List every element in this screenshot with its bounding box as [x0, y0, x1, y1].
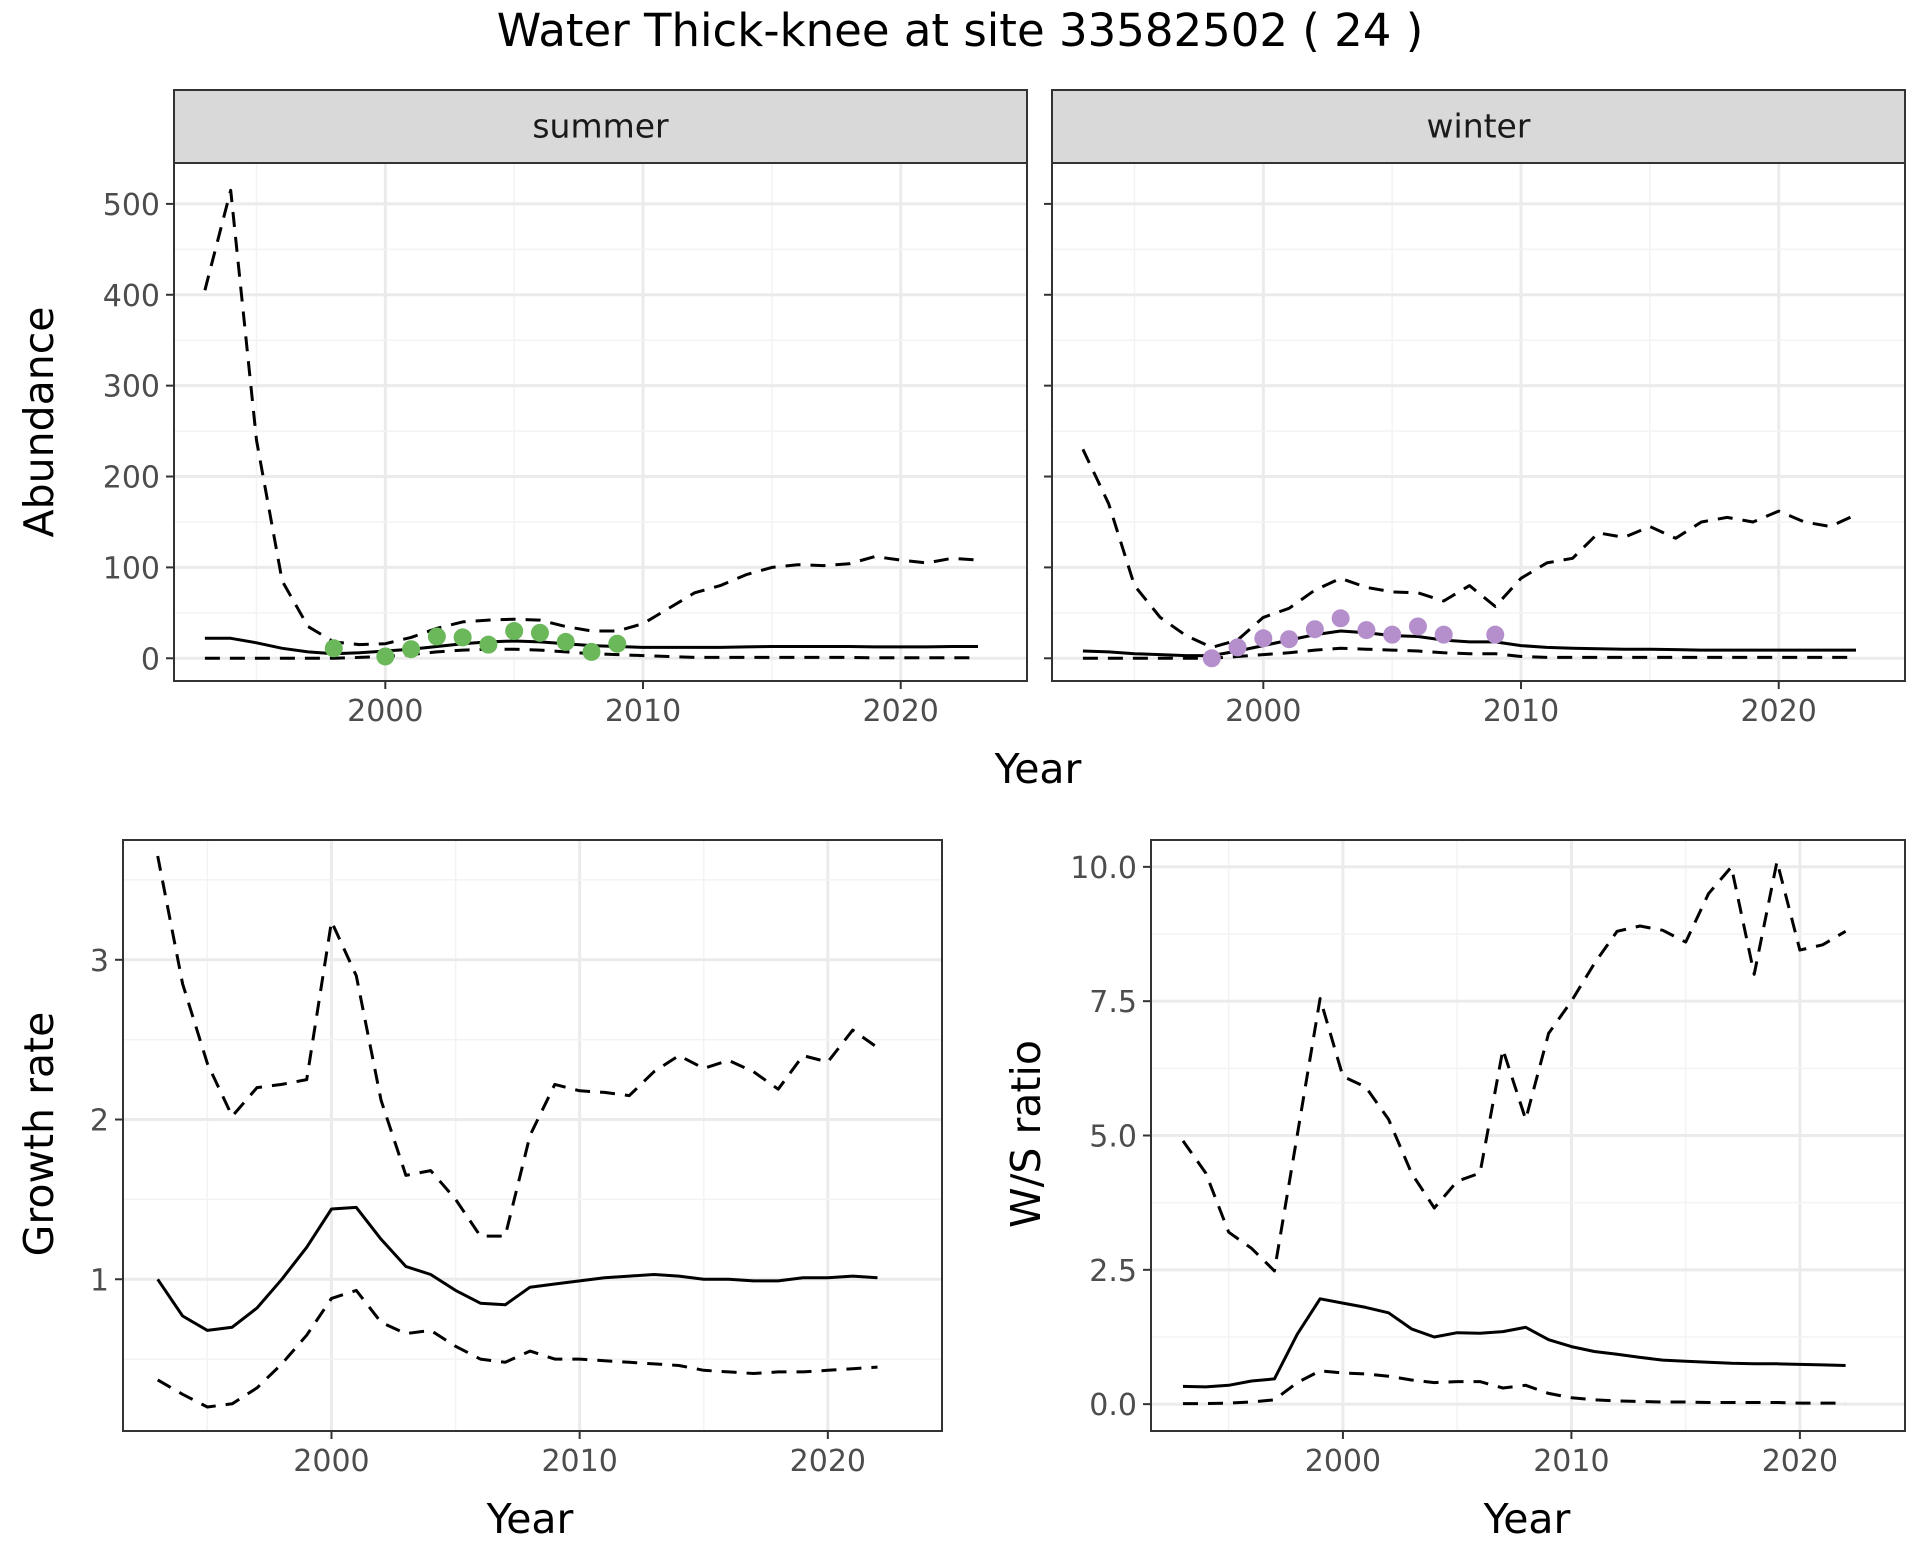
lower-line [156, 1288, 878, 1409]
y-axis-title-ratio: W/S ratio [1002, 1040, 1050, 1228]
observed-point [1331, 609, 1350, 628]
upper-line [1081, 448, 1857, 649]
observed-point [1280, 630, 1299, 649]
x-tick-label: 2010 [1533, 1444, 1609, 1479]
observed-point [324, 639, 343, 658]
y-tick-label: 400 [103, 279, 160, 314]
observed-point [1305, 620, 1324, 639]
x-axis-title-ratio: Year [1483, 1495, 1571, 1543]
x-tick-label: 2020 [863, 694, 939, 729]
y-tick-label: 1 [90, 1263, 109, 1298]
strip-label-summer: summer [532, 107, 669, 146]
panel-growth-rate: 2000 2010 2020 1 2 3 [90, 839, 943, 1479]
observed-point [530, 623, 549, 642]
observed-point [427, 627, 446, 646]
observed-point [453, 628, 472, 647]
y-tick-label: 500 [103, 188, 160, 223]
y-tick-label: 10.0 [1070, 851, 1137, 886]
observed-point [1486, 625, 1505, 644]
mean-line [156, 1205, 878, 1332]
y-tick-label: 7.5 [1089, 985, 1137, 1020]
panel-border [1051, 162, 1906, 682]
x-axis-title-top: Year [994, 745, 1082, 793]
panel-summer-abundance: summer 2000 2010 2020 0 100 200 300 400 500 [103, 89, 1028, 729]
observed-point [1434, 625, 1453, 644]
y-tick-label: 5.0 [1089, 1120, 1137, 1155]
y-tick-label: 0 [141, 642, 160, 677]
y-tick-label: 300 [103, 370, 160, 405]
observed-point [1357, 621, 1376, 640]
x-tick-label: 2000 [1225, 694, 1301, 729]
observed-point [1408, 617, 1427, 636]
y-tick-label: 2 [90, 1104, 109, 1139]
y-tick-label: 3 [90, 944, 109, 979]
y-tick-label: 100 [103, 551, 160, 586]
x-tick-label: 2010 [1483, 694, 1559, 729]
x-tick-label: 2020 [1762, 1444, 1838, 1479]
x-axis-title-growth: Year [486, 1495, 574, 1543]
upper-line [1181, 860, 1847, 1273]
observed-point [1228, 638, 1247, 657]
x-tick-label: 2000 [347, 694, 423, 729]
mean-line [1082, 629, 1856, 658]
y-tick-label: 200 [103, 461, 160, 496]
observed-point [1254, 629, 1273, 648]
observed-point [402, 640, 421, 659]
x-tick-label: 2010 [605, 694, 681, 729]
x-tick-label: 2020 [790, 1444, 866, 1479]
x-tick-label: 2000 [293, 1444, 369, 1479]
chart-title: Water Thick-knee at site 33582502 ( 24 ) [497, 4, 1424, 57]
lower-line [1183, 1369, 1846, 1406]
panel-winter-abundance: winter 2000 2010 2020 [1044, 89, 1906, 729]
observed-point [556, 632, 575, 651]
panel-ws-ratio: 2000 2010 2020 0.0 2.5 5.0 7.5 10.0 [1070, 839, 1906, 1479]
x-tick-label: 2010 [541, 1444, 617, 1479]
observed-point [608, 634, 627, 653]
upper-line [203, 188, 979, 647]
observed-point [1202, 649, 1221, 668]
observed-point [1383, 625, 1402, 644]
y-axis-title-abundance: Abundance [15, 307, 63, 538]
mean-line [1182, 1297, 1846, 1389]
observed-point [582, 642, 601, 661]
y-axis-title-growth: Growth rate [15, 1012, 63, 1257]
upper-line [156, 855, 879, 1238]
strip-label-winter: winter [1427, 107, 1531, 146]
panel-border [122, 839, 943, 1432]
strip-summer [173, 89, 1028, 164]
y-tick-label: 0.0 [1089, 1388, 1137, 1423]
panel-border [173, 162, 1028, 682]
y-tick-label: 2.5 [1089, 1254, 1137, 1289]
observed-point [479, 635, 498, 654]
observed-point [505, 622, 524, 641]
x-tick-label: 2000 [1305, 1444, 1381, 1479]
x-tick-label: 2020 [1741, 694, 1817, 729]
observed-point [376, 647, 395, 666]
strip-winter [1051, 89, 1906, 164]
